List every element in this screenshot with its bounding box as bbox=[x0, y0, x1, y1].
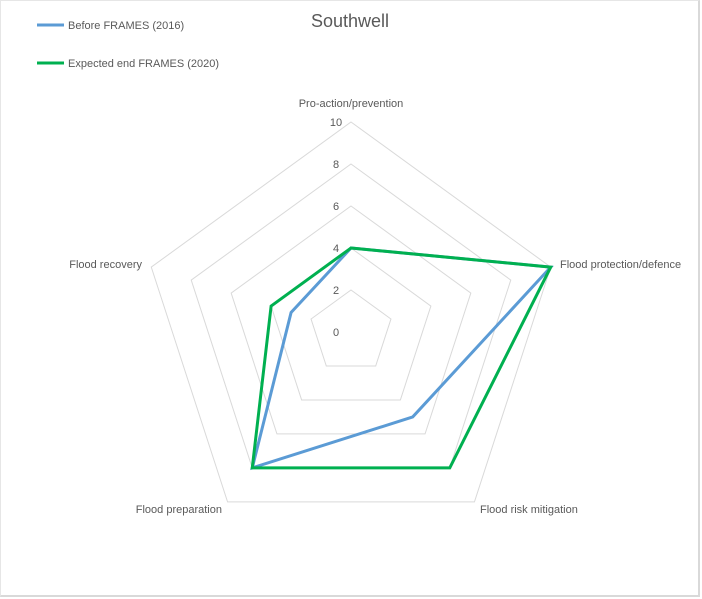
legend-item-expected[interactable]: Expected end FRAMES (2020) bbox=[37, 58, 219, 70]
category-label: Flood risk mitigation bbox=[480, 504, 578, 516]
legend-label: Expected end FRAMES (2020) bbox=[68, 58, 219, 70]
grid-ring bbox=[150, 121, 552, 503]
radar-gridlines bbox=[150, 121, 552, 503]
series-line[interactable] bbox=[250, 246, 554, 470]
category-label: Flood recovery bbox=[69, 259, 142, 271]
tick-label: 6 bbox=[333, 201, 339, 213]
grid-ring bbox=[270, 247, 432, 401]
grid-ring bbox=[190, 163, 512, 469]
data-series bbox=[250, 246, 554, 471]
legend: Before FRAMES (2016) Expected end FRAMES… bbox=[37, 20, 219, 70]
legend-item-before[interactable]: Before FRAMES (2016) bbox=[37, 20, 184, 32]
tick-label: 2 bbox=[333, 285, 339, 297]
category-label: Pro-action/prevention bbox=[299, 98, 404, 110]
grid-ring bbox=[230, 205, 472, 435]
tick-label: 0 bbox=[333, 327, 339, 339]
radial-axis-ticks: 0 2 4 6 8 10 bbox=[330, 117, 342, 339]
chart-title: Southwell bbox=[311, 11, 389, 31]
tick-label: 4 bbox=[333, 243, 339, 255]
category-labels: Pro-action/prevention Flood protection/de… bbox=[69, 98, 681, 516]
tick-label: 8 bbox=[333, 159, 339, 171]
legend-label: Before FRAMES (2016) bbox=[68, 20, 184, 32]
category-label: Flood preparation bbox=[136, 504, 222, 516]
category-label: Flood protection/defence bbox=[560, 259, 681, 271]
tick-label: 10 bbox=[330, 117, 342, 129]
grid-ring bbox=[310, 289, 392, 367]
